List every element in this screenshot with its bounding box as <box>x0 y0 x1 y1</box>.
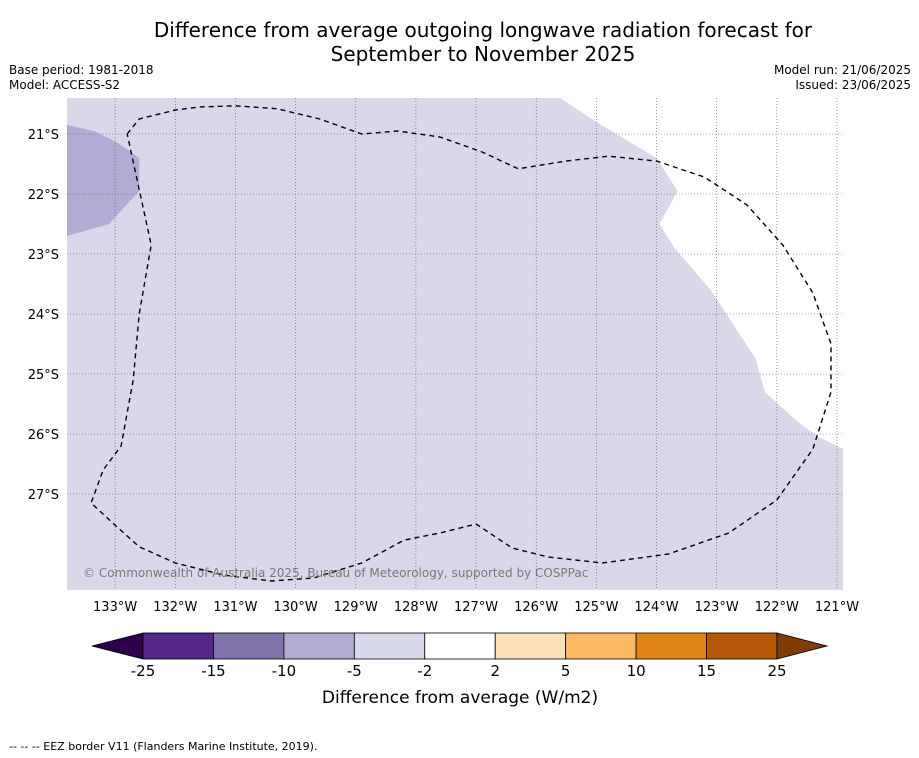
longitude-tick-label: 130°W <box>274 600 318 615</box>
meta-left: Base period: 1981-2018 Model: ACCESS-S2 <box>9 63 154 93</box>
latitude-tick-label: 24°S <box>28 308 59 323</box>
colorbar-segment <box>635 632 707 660</box>
longitude-tick-label: 122°W <box>755 600 799 615</box>
colorbar-tick-label: -15 <box>201 662 226 680</box>
longitude-tick-label: 129°W <box>334 600 378 615</box>
longitude-tick-label: 128°W <box>394 600 438 615</box>
colorbar-label: Difference from average (W/m2) <box>322 688 598 708</box>
graticule <box>67 98 843 590</box>
longitude-tick-label: 133°W <box>93 600 137 615</box>
colorbar-tick-label: 5 <box>561 662 571 680</box>
longitude-tick-label: 124°W <box>634 600 678 615</box>
colorbar: -25 -15 -10 -5 -2 2 5 10 15 25 <box>91 632 829 680</box>
colorbar-over-arrow <box>776 632 829 660</box>
colorbar-segment <box>213 632 285 660</box>
latitude-tick-label: 26°S <box>28 428 59 443</box>
longitude-tick-label: 125°W <box>574 600 618 615</box>
colorbar-tick-label: 15 <box>697 662 716 680</box>
colorbar-segment <box>353 632 426 660</box>
latitude-tick-labels: 21°S 22°S 23°S 24°S 25°S 26°S 27°S <box>28 128 59 503</box>
copyright-text: © Commonwealth of Australia 2025, Bureau… <box>83 566 588 580</box>
colorbar-under-arrow <box>91 632 144 660</box>
title-line-1: Difference from average outgoing longwav… <box>153 18 813 42</box>
longitude-tick-label: 131°W <box>213 600 257 615</box>
latitude-tick-label: 25°S <box>28 368 59 383</box>
map-area: © Commonwealth of Australia 2025, Bureau… <box>67 98 843 590</box>
issued-date: Issued: 23/06/2025 <box>795 78 911 92</box>
longitude-tick-label: 127°W <box>454 600 498 615</box>
title-line-2: September to November 2025 <box>330 42 636 66</box>
colorbar-segment <box>142 632 214 660</box>
latitude-tick-label: 21°S <box>28 128 59 143</box>
colorbar-tick-label: -5 <box>347 662 362 680</box>
colorbar-segment <box>283 632 355 660</box>
colorbar-segment <box>565 632 637 660</box>
colorbar-segment <box>424 632 496 660</box>
colorbar-segment <box>494 632 567 660</box>
base-period: Base period: 1981-2018 <box>9 63 154 77</box>
longitude-tick-label: 121°W <box>815 600 859 615</box>
latitude-tick-label: 27°S <box>28 488 59 503</box>
colorbar-tick-label: -2 <box>417 662 432 680</box>
footnote: -- -- -- EEZ border V11 (Flanders Marine… <box>9 740 318 753</box>
latitude-tick-label: 23°S <box>28 248 59 263</box>
longitude-tick-label: 123°W <box>695 600 739 615</box>
colorbar-segment <box>706 632 778 660</box>
anomaly-region-below <box>67 125 140 236</box>
colorbar-tick-label: 10 <box>627 662 646 680</box>
longitude-tick-label: 132°W <box>153 600 197 615</box>
eez-border <box>90 105 832 582</box>
colorbar-tick-label: 25 <box>767 662 786 680</box>
latitude-tick-label: 22°S <box>28 188 59 203</box>
chart-title: Difference from average outgoing longwav… <box>0 18 919 66</box>
colorbar-tick-label: 2 <box>490 662 500 680</box>
anomaly-region-neutral <box>560 98 843 449</box>
model-run: Model run: 21/06/2025 <box>773 63 911 77</box>
meta-right: Model run: 21/06/2025 Issued: 23/06/2025 <box>774 63 911 93</box>
model-name: Model: ACCESS-S2 <box>9 78 121 92</box>
colorbar-tick-label: -10 <box>272 662 297 680</box>
longitude-tick-labels: 133°W 132°W 131°W 130°W 129°W 128°W 127°W 126°W… <box>93 600 859 615</box>
longitude-tick-label: 126°W <box>514 600 558 615</box>
colorbar-tick-label: -25 <box>131 662 156 680</box>
